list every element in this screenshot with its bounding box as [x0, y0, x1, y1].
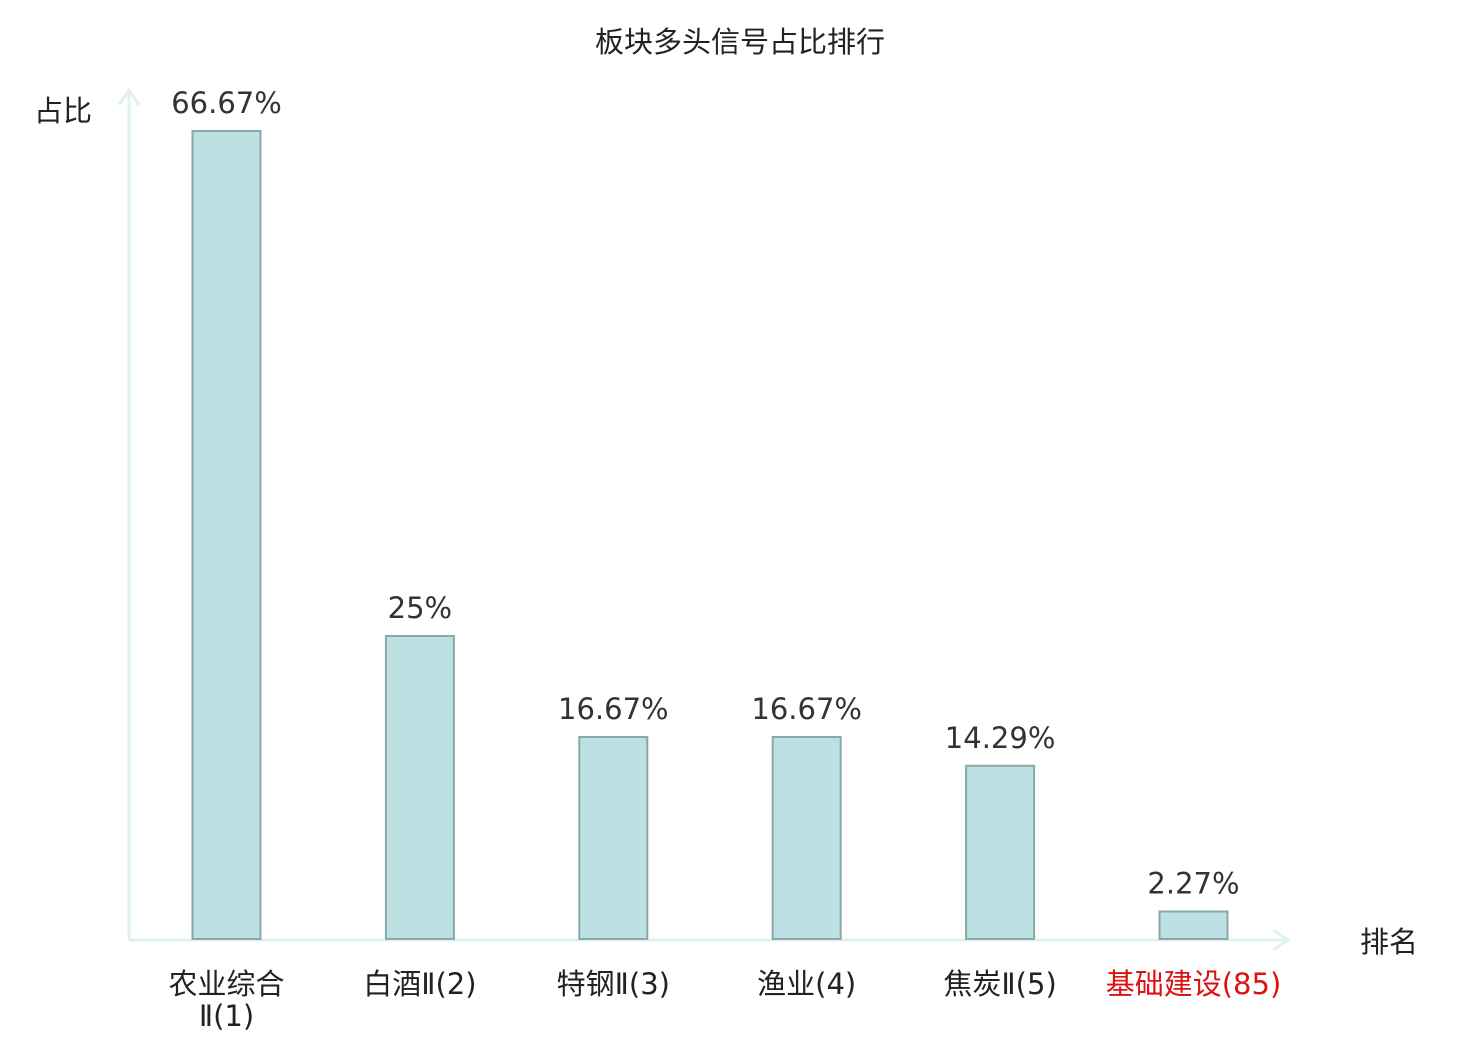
chart-title: 板块多头信号占比排行 [595, 25, 885, 59]
category-label-6: 基础建设(85) [1106, 967, 1282, 1001]
bar-2 [384, 635, 455, 940]
category-label-6-line-1: 基础建设(85) [1106, 967, 1282, 1001]
category-label-1-line-1: 农业综合 [168, 967, 284, 1001]
category-label-5: 焦炭Ⅱ(5) [943, 967, 1056, 1001]
value-label-3: 16.67% [558, 692, 669, 726]
x-axis-arrow [1272, 928, 1291, 952]
value-label-1: 66.67% [171, 86, 282, 120]
bar-1 [191, 130, 262, 940]
category-label-1: 农业综合 Ⅱ(1) [168, 967, 284, 1033]
x-axis-label: 排名 [1360, 925, 1418, 959]
category-label-2-line-1: 白酒Ⅱ(2) [363, 967, 476, 1001]
y-axis-label: 占比 [34, 94, 92, 128]
category-label-1-line-2: Ⅱ(1) [199, 999, 254, 1033]
bars-group [191, 130, 1229, 940]
value-labels-group: 66.67% 25% 16.67% 16.67% 14.29% 2.27% [171, 86, 1239, 901]
value-label-2: 25% [388, 591, 452, 625]
bar-4 [771, 736, 842, 940]
bar-5 [965, 764, 1036, 940]
category-label-4: 渔业(4) [757, 967, 856, 1001]
y-axis-arrow [117, 87, 141, 106]
category-label-4-line-1: 渔业(4) [757, 967, 856, 1001]
category-label-3-line-1: 特钢Ⅱ(3) [557, 967, 670, 1001]
bar-3 [578, 736, 649, 940]
value-label-5: 14.29% [945, 721, 1056, 755]
bar-6 [1158, 910, 1229, 940]
value-label-4: 16.67% [751, 692, 862, 726]
category-label-3: 特钢Ⅱ(3) [557, 967, 670, 1001]
category-label-5-line-1: 焦炭Ⅱ(5) [943, 967, 1056, 1001]
value-label-6: 2.27% [1147, 867, 1239, 901]
category-label-2: 白酒Ⅱ(2) [363, 967, 476, 1001]
category-labels-group: 农业综合 Ⅱ(1) 白酒Ⅱ(2) 特钢Ⅱ(3) 渔业(4) 焦炭Ⅱ(5) 基础建设(85) [168, 967, 1281, 1033]
